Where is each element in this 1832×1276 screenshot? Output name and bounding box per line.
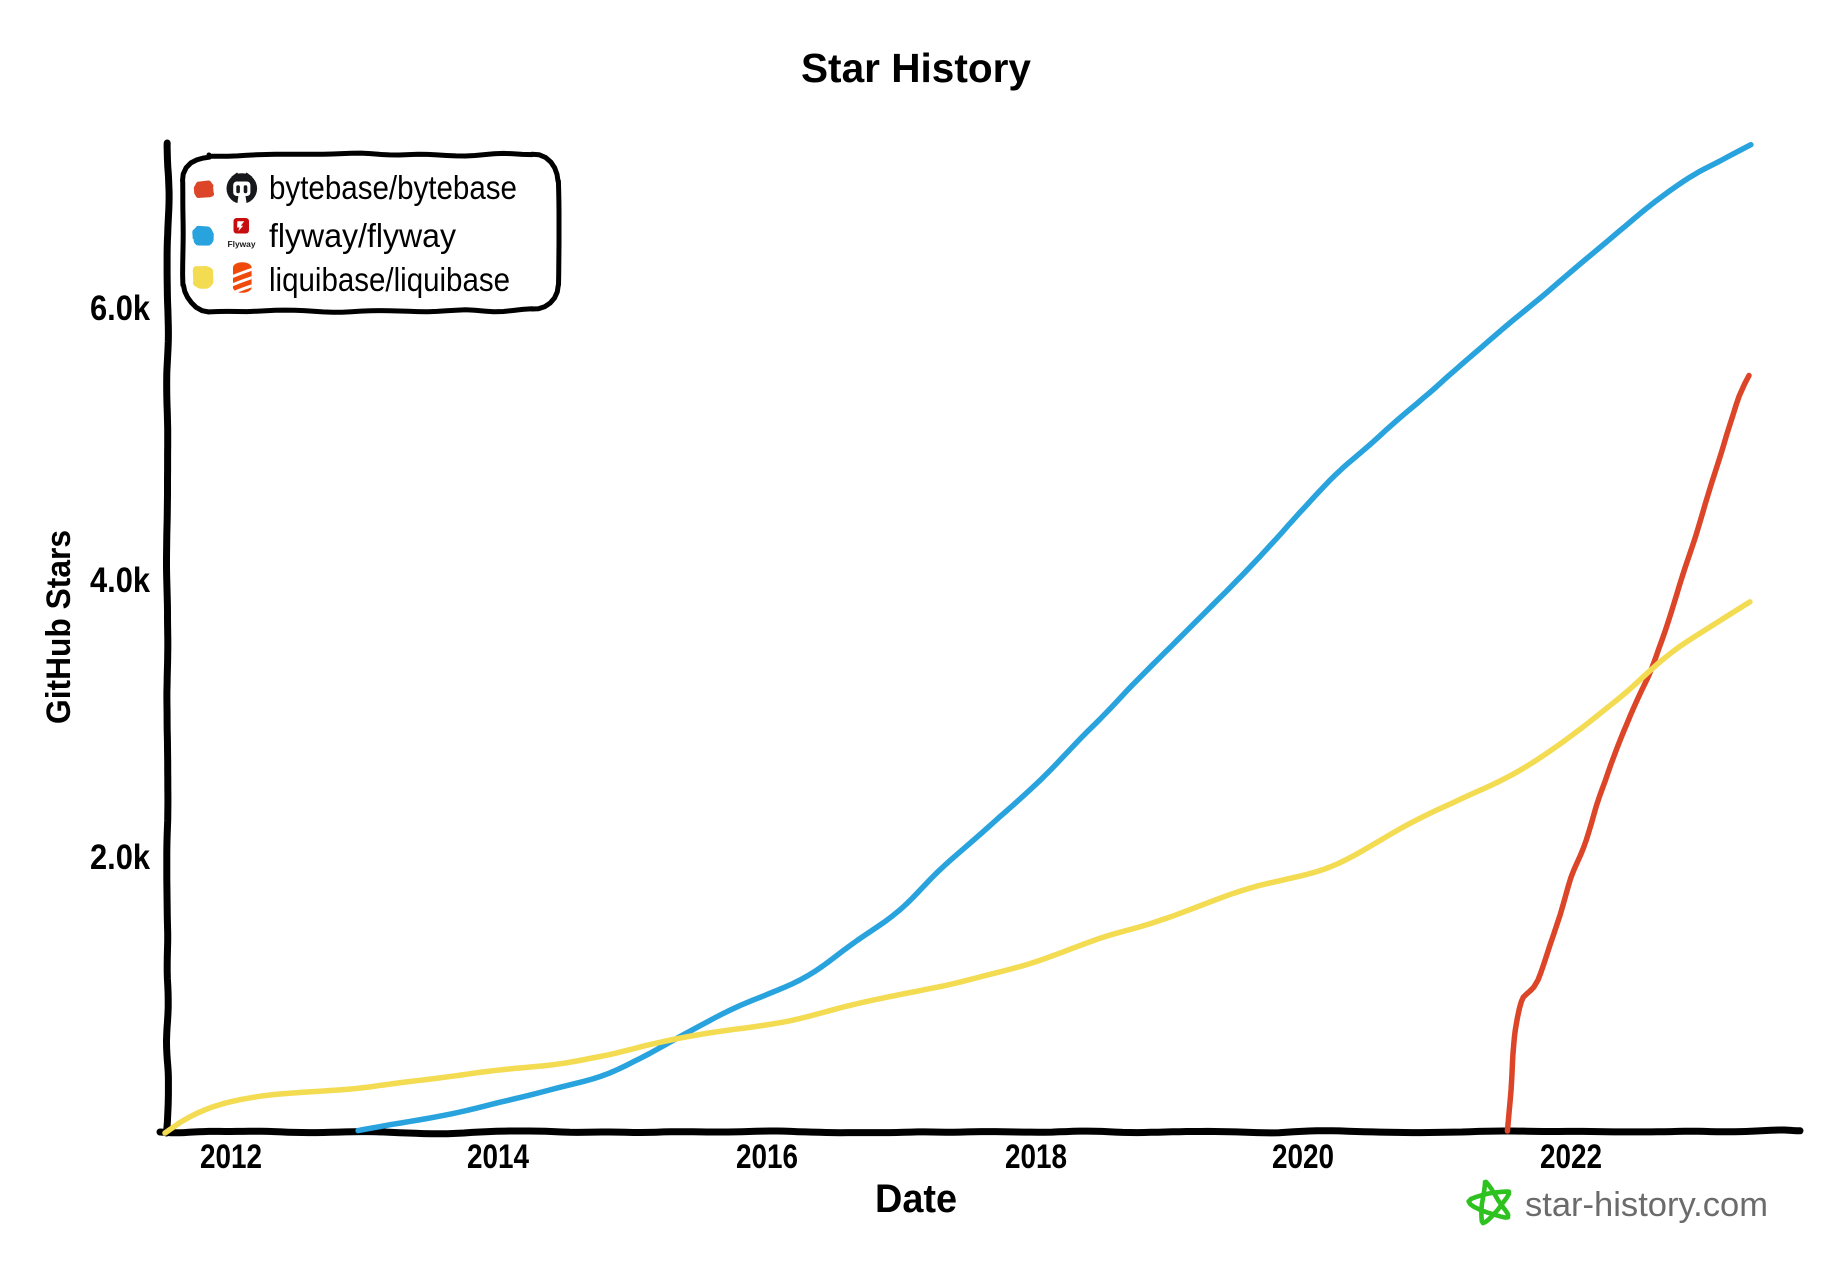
svg-text:4.0k: 4.0k — [90, 561, 150, 600]
svg-text:Date: Date — [875, 1177, 957, 1221]
svg-text:Star History: Star History — [801, 45, 1031, 91]
svg-text:flyway/flyway: flyway/flyway — [269, 217, 456, 254]
svg-text:2020: 2020 — [1272, 1138, 1334, 1176]
svg-text:Flyway: Flyway — [228, 239, 256, 249]
svg-text:star-history.com: star-history.com — [1525, 1186, 1768, 1224]
svg-text:2012: 2012 — [200, 1138, 262, 1176]
svg-text:6.0k: 6.0k — [90, 289, 150, 328]
svg-text:2.0k: 2.0k — [90, 838, 150, 877]
svg-text:liquibase/liquibase: liquibase/liquibase — [269, 261, 510, 298]
svg-text:GitHub Stars: GitHub Stars — [40, 530, 78, 724]
svg-text:bytebase/bytebase: bytebase/bytebase — [269, 169, 517, 206]
svg-text:2018: 2018 — [1005, 1138, 1067, 1176]
svg-text:2016: 2016 — [736, 1138, 798, 1176]
svg-text:2014: 2014 — [467, 1138, 529, 1176]
svg-text:2022: 2022 — [1540, 1138, 1602, 1176]
